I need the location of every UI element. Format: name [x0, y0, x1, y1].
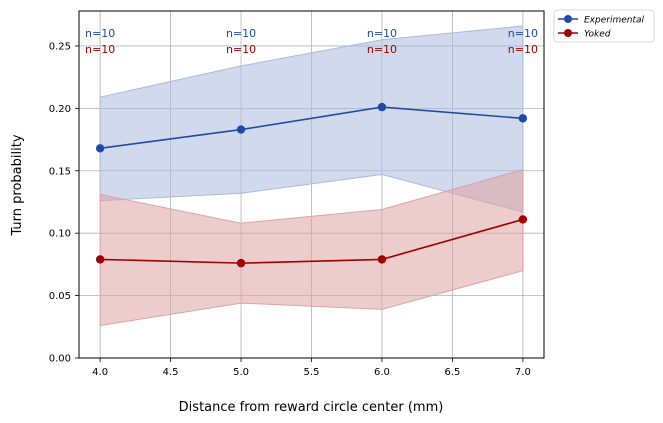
- yoked-n-label: n=10: [85, 43, 115, 56]
- experimental-legend-label: Experimental: [584, 16, 645, 26]
- yoked-confidence-band: [99, 168, 524, 327]
- y-axis-label: Turn probability: [10, 134, 25, 236]
- yoked-line: [100, 218, 524, 264]
- experimental-line: [100, 106, 523, 150]
- yoked-legend-label: Yoked: [584, 30, 611, 40]
- x-axis-label: Distance from reward circle center (mm): [179, 400, 444, 415]
- yoked-point: [377, 255, 387, 264]
- legend: Experimental Yoked: [553, 9, 655, 43]
- sample-size-labels: n=10 n=10 n=10 n=10 n=10 n=10 n=10 n=10: [85, 27, 538, 56]
- experimental-legend-marker: [564, 15, 572, 23]
- experimental-n-label: n=10: [508, 27, 538, 40]
- experimental-n-label: n=10: [226, 27, 256, 40]
- yoked-point: [518, 215, 528, 224]
- x-axis-ticks: 4.0 4.5 5.0 5.5 6.0 6.5 7.0: [92, 358, 531, 378]
- y-axis-ticks: 0.00 0.05 0.10 0.15 0.20 0.25: [49, 41, 79, 365]
- legend-box: [553, 9, 655, 43]
- y-tick-label: 0.20: [49, 104, 71, 115]
- yoked-n-label: n=10: [226, 43, 256, 56]
- data-points: [95, 102, 528, 268]
- experimental-point: [377, 102, 387, 112]
- series-lines: [100, 106, 524, 264]
- x-tick-label: 6.5: [444, 367, 460, 378]
- y-tick-label: 0.10: [49, 229, 71, 240]
- experimental-n-label: n=10: [85, 27, 115, 40]
- y-tick-label: 0.05: [49, 291, 71, 302]
- y-tick-label: 0.00: [49, 354, 71, 365]
- experimental-n-label: n=10: [367, 27, 397, 40]
- x-tick-label: 4.0: [92, 367, 108, 378]
- y-tick-label: 0.25: [49, 41, 71, 52]
- experimental-point: [236, 125, 246, 134]
- yoked-legend-marker: [564, 29, 572, 37]
- x-tick-label: 7.0: [515, 367, 531, 378]
- experimental-point: [518, 114, 528, 123]
- x-tick-label: 4.5: [163, 367, 179, 378]
- yoked-point: [95, 255, 105, 264]
- yoked-point: [236, 258, 246, 268]
- experimental-point: [95, 144, 105, 153]
- y-tick-label: 0.15: [49, 166, 71, 177]
- x-tick-label: 5.0: [233, 367, 249, 378]
- x-tick-label: 6.0: [374, 367, 390, 378]
- yoked-n-label: n=10: [367, 43, 397, 56]
- x-tick-label: 5.5: [304, 367, 320, 378]
- yoked-n-label: n=10: [508, 43, 538, 56]
